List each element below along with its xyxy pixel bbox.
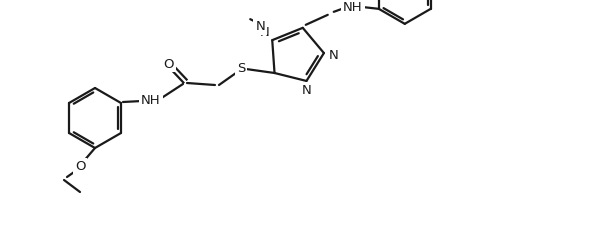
Text: NH: NH <box>343 1 362 14</box>
Text: O: O <box>164 58 174 71</box>
Text: O: O <box>75 160 85 173</box>
Text: S: S <box>237 63 245 76</box>
Text: N: N <box>302 84 312 97</box>
Text: NH: NH <box>141 94 161 108</box>
Text: N: N <box>255 20 265 33</box>
Text: N: N <box>329 49 339 62</box>
Text: N: N <box>259 26 269 39</box>
